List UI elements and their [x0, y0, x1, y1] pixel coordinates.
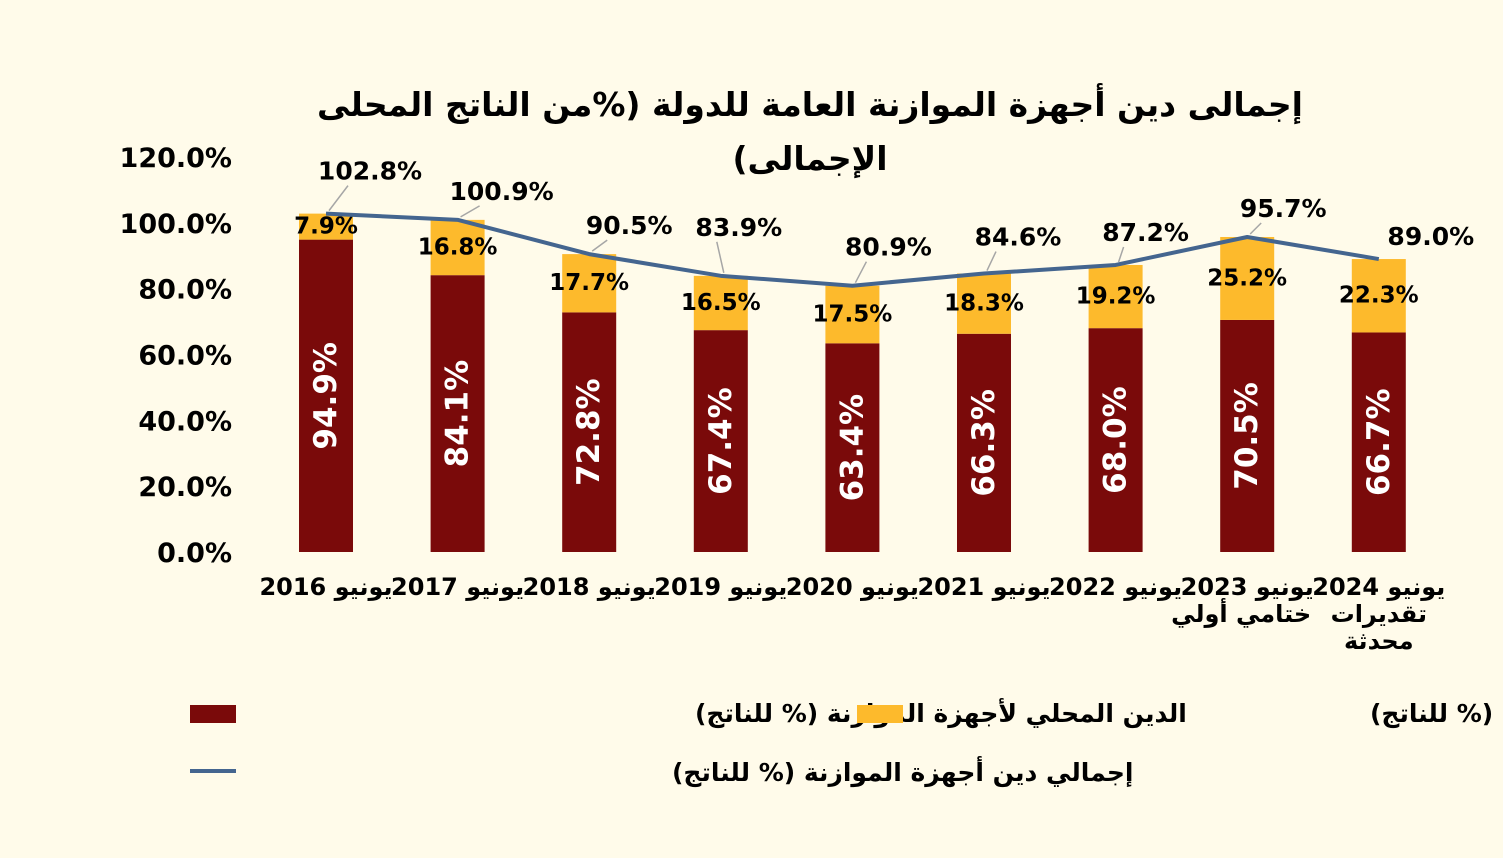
bar-local-debt [957, 333, 1011, 552]
data-label-leader [716, 241, 725, 273]
bar-external-debt [562, 254, 617, 313]
x-tick-label: يونيو 2017 [391, 573, 524, 601]
legend-label-total: إجمالي دين أجهزة الموازنة (% للناتج) [672, 756, 1133, 788]
x-tick-label: يونيو 2018 [523, 573, 656, 601]
x-tick-label: يونيو 2021 [917, 573, 1050, 601]
chart-title-line: الإجمالى) [732, 139, 887, 178]
y-tick-label: 80.0% [138, 275, 232, 306]
data-label-external: 25.2% [1207, 265, 1287, 291]
legend-swatch-local [190, 705, 236, 723]
bar-local-debt [1220, 319, 1275, 552]
y-axis: 0.0% 20.0% 40.0% 60.0% 80.0% 100.0% 120.0% [120, 143, 232, 569]
data-label-leader [591, 239, 608, 252]
legend-swatch-external [857, 705, 903, 723]
x-tick-label: تقديرات [1331, 600, 1427, 628]
data-label-total: 89.0% [1387, 222, 1474, 251]
x-tick-label: يونيو 2023 [1181, 573, 1314, 601]
data-label-local: 63.4% [834, 394, 870, 502]
y-tick-label: 60.0% [138, 341, 232, 372]
data-label-external: 16.5% [681, 290, 761, 316]
bar-external-debt [957, 273, 1011, 334]
legend: الدين المحلي لأجهزة الموازنة (% للناتج) ا… [190, 698, 1503, 788]
data-label-external: 18.3% [944, 291, 1024, 317]
bar-external-debt [1088, 264, 1143, 329]
data-label-local: 67.4% [703, 387, 739, 495]
data-label-leader [1117, 246, 1125, 263]
data-label-local: 66.3% [966, 389, 1002, 497]
bar-external-debt [1220, 236, 1275, 320]
data-label-total: 84.6% [975, 223, 1062, 252]
bar-external-debt [299, 213, 353, 240]
data-label-total: 102.8% [318, 157, 422, 186]
data-label-total: 90.5% [586, 211, 673, 240]
data-label-local: 70.5% [1229, 382, 1265, 490]
data-label-leader [328, 185, 349, 212]
y-tick-label: 120.0% [120, 143, 232, 174]
data-label-external: 19.2% [1076, 284, 1156, 310]
data-label-leader [986, 251, 997, 271]
data-label-external: 22.3% [1339, 283, 1419, 309]
x-tick-label: يونيو 2022 [1049, 573, 1182, 601]
bar-local-debt [825, 343, 880, 552]
data-label-local: 66.7% [1361, 388, 1397, 496]
bar-local-debt [693, 330, 748, 552]
legend-label-external: الدين الخارجي لأجهزة الموازنة (% للناتج) [1370, 698, 1503, 729]
data-label-local: 84.1% [440, 360, 476, 468]
x-tick-label: محدثة [1344, 627, 1414, 655]
bar-local-debt [299, 239, 353, 552]
bars: 94.9% 7.9% 84.1% 16.8% 72.8% 17.7% 67.4% 16.5% 6… [294, 213, 1419, 552]
data-label-leader [1249, 222, 1262, 235]
data-label-total: 83.9% [695, 213, 782, 242]
data-label-external: 16.8% [418, 235, 498, 261]
total-debt-line [325, 211, 1380, 288]
bar-local-debt [1351, 332, 1406, 552]
total-line: 102.8% 100.9% 90.5% 83.9% 80.9% 84.6% 87.2% 95.… [318, 157, 1474, 288]
y-tick-label: 20.0% [138, 472, 232, 503]
legend-label-local: الدين المحلي لأجهزة الموازنة (% للناتج) [695, 698, 1187, 729]
data-label-total: 87.2% [1102, 218, 1189, 247]
y-tick-label: 100.0% [120, 209, 232, 240]
bar-external-debt [825, 285, 880, 344]
chart-title-line: إجمالى دين أجهزة الموازنة العامة للدولة … [317, 83, 1303, 125]
data-label-total: 95.7% [1240, 194, 1327, 223]
y-tick-label: 0.0% [157, 538, 232, 569]
data-label-local: 68.0% [1098, 386, 1134, 494]
bar-external-debt [693, 275, 748, 331]
bar-local-debt [1088, 328, 1143, 552]
bar-local-debt [430, 275, 485, 552]
chart-title: إجمالى دين أجهزة الموازنة العامة للدولة … [317, 83, 1303, 178]
x-tick-label: يونيو 2019 [654, 573, 787, 601]
x-tick-label: يونيو 2020 [786, 573, 919, 601]
x-tick-label: يونيو 2024 [1312, 573, 1445, 601]
data-label-external: 7.9% [294, 214, 358, 240]
x-tick-label: يونيو 2016 [259, 573, 392, 601]
data-label-external: 17.7% [549, 270, 629, 296]
data-label-external: 17.5% [813, 302, 893, 328]
data-label-total: 100.9% [450, 177, 554, 206]
bar-external-debt [1351, 259, 1406, 333]
bar-external-debt [430, 219, 485, 276]
data-label-leader [854, 261, 868, 284]
x-tick-label: ختامي أولي [1171, 598, 1311, 628]
data-label-leader [460, 205, 480, 218]
data-label-local: 72.8% [571, 378, 607, 486]
y-tick-label: 40.0% [138, 406, 232, 437]
bar-local-debt [562, 312, 617, 552]
data-label-local: 94.9% [308, 342, 344, 450]
data-label-total: 80.9% [845, 233, 932, 262]
